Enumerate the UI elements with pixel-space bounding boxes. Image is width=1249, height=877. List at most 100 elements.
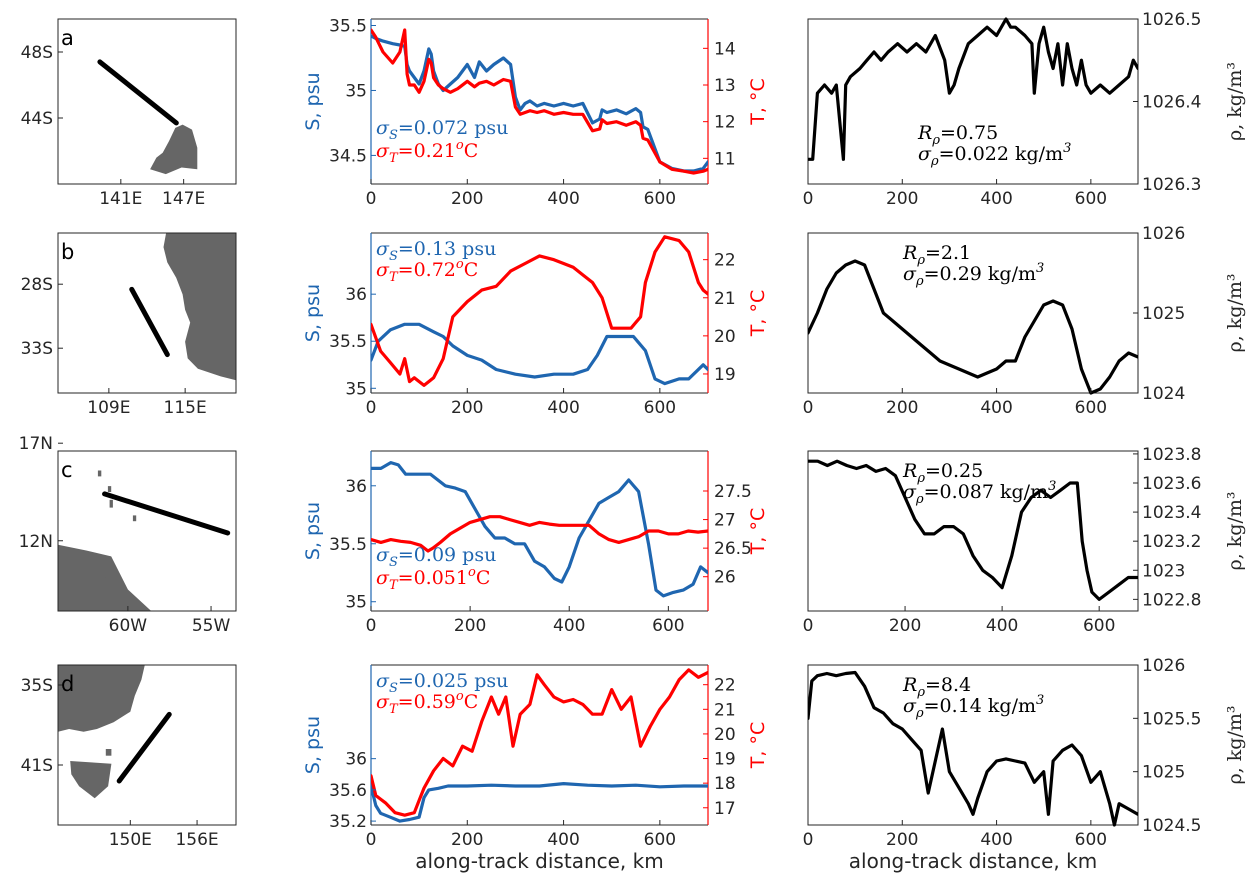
annotation-label: σρ=0.087 kg/m3 (903, 479, 1056, 507)
ship-track (129, 286, 170, 358)
y-axis-label-left: S, psu (302, 502, 324, 560)
x-tick-label: 0 (366, 398, 377, 418)
annotation-subscript: ρ (915, 492, 924, 507)
salinity-line (371, 461, 708, 598)
annotation-symbol: σ (376, 259, 390, 281)
y-tick-label: 17N (19, 434, 53, 454)
annotation-value: =0.09 psu (398, 544, 496, 566)
land-polygon (150, 124, 198, 175)
y-axis-label-right: T, °C (747, 290, 769, 337)
x-tick-label: 400 (980, 830, 1012, 850)
x-tick-label: 0 (803, 830, 814, 850)
x-tick-label: 200 (451, 189, 483, 209)
x-tick-label: 400 (553, 616, 585, 636)
y-tick-label-right: 1025 (1142, 763, 1185, 783)
land-polygon (70, 761, 112, 799)
y-axis-label-left: S, psu (302, 284, 324, 342)
x-tick-label: 115E (164, 398, 207, 418)
y-axis-label-right: ρ, kg/m³ (1224, 492, 1246, 571)
x-tick-label: 55W (192, 616, 231, 636)
density-line (808, 670, 1138, 827)
annotation-symbol: σ (376, 140, 390, 162)
y-tick-label: 41S (21, 756, 53, 776)
panel-letter: a (61, 26, 74, 50)
y-tick-label-left: 35 (345, 593, 367, 613)
land-polygon (58, 665, 145, 732)
annotation-label: σT=0.051oC (376, 565, 490, 593)
annotation-symbol: R (902, 242, 917, 264)
y-tick-label: 12N (19, 532, 53, 552)
annotation-subscript: T (389, 270, 399, 285)
x-tick-label: 400 (547, 189, 579, 209)
annotation-subscript: T (389, 702, 399, 717)
annotation-label: Rρ=8.4 (902, 674, 971, 700)
annotation-label: Rρ=0.25 (902, 460, 983, 486)
annotation-superscript: o (468, 565, 476, 580)
x-tick-label: 147E (162, 189, 205, 209)
plot-area (808, 670, 1138, 827)
annotation-subscript: T (389, 578, 399, 593)
land-polygon (104, 564, 113, 578)
annotation-value: =0.051 (398, 567, 468, 589)
map-content (97, 59, 198, 175)
density-panel-3: 0 200 400 600 1022.8 1023 1023.2 1023.4 1023.6 10… (803, 445, 1246, 636)
ship-track (102, 491, 231, 536)
annotation-value: =0.29 kg/m (924, 263, 1036, 285)
x-tick-label: 0 (366, 616, 377, 636)
density-panel-1: 0 200 400 600 1026.3 1026.4 1026.5 ρ, kg/m³ Rρ=0… (803, 10, 1246, 209)
annotation-value: =0.13 psu (398, 238, 496, 260)
annotation-value: =0.25 (925, 460, 983, 482)
x-tick-label: 400 (980, 398, 1012, 418)
annotation-subscript: ρ (931, 133, 940, 148)
st-panel-4: 0 200 400 600 35.2 35.6 36 17 18 19 20 21 22 S, psu T,… (302, 664, 769, 850)
y-tick-label-left: 35 (345, 81, 367, 101)
y-tick-label-right: 21 (714, 289, 736, 309)
x-tick-label: 141E (99, 189, 142, 209)
y-tick-label-right: 1023 (1142, 561, 1185, 581)
x-tick-label: 600 (1083, 616, 1115, 636)
panel-letter: c (61, 458, 73, 482)
axes-box (57, 664, 237, 826)
y-tick-label-left: 35.5 (329, 16, 367, 36)
salinity-line (371, 322, 708, 386)
annotation-label: σS=0.025 psu (376, 670, 508, 696)
annotation-subscript: S (389, 681, 398, 696)
x-tick-label: 109E (87, 398, 130, 418)
annotation-label: σS=0.13 psu (376, 238, 496, 264)
x-tick-label: 0 (803, 398, 814, 418)
x-tick-label: 600 (1075, 398, 1107, 418)
ship-track (116, 711, 172, 784)
y-tick-label-right: 20 (714, 725, 736, 745)
x-tick-label: 600 (644, 398, 676, 418)
y-tick-label-right: 1024.5 (1142, 816, 1201, 836)
y-axis-label-right: ρ, kg/m³ (1224, 706, 1246, 785)
y-tick-label-right: 20 (714, 327, 736, 347)
temperature-line (371, 515, 708, 553)
x-tick-label: 0 (366, 189, 377, 209)
y-tick-label-left: 36 (345, 477, 367, 497)
annotation-symbol: σ (376, 117, 390, 139)
x-tick-label: 0 (803, 616, 814, 636)
y-tick-label-right: 22 (714, 251, 736, 271)
land-polygon (109, 499, 113, 508)
x-tick-label: 600 (644, 189, 676, 209)
x-tick-label: 400 (980, 189, 1012, 209)
annotation-subscript: S (389, 555, 398, 570)
x-tick-label: 156E (175, 830, 218, 850)
annotation-superscript: o (456, 257, 464, 272)
annotation-label: Rρ=2.1 (902, 242, 971, 268)
x-tick-label: 200 (451, 830, 483, 850)
annotation-symbol: σ (376, 670, 390, 692)
y-tick-label-right: 1025 (1142, 304, 1185, 324)
y-axis-label-left: S, psu (302, 72, 324, 130)
map-panel-b: 109E 115E 28S 33S b (21, 232, 237, 418)
y-axis-label-right: T, °C (747, 78, 769, 125)
annotation-value: =0.14 kg/m (924, 695, 1036, 717)
axes-box (57, 450, 237, 612)
y-axis-label-right: T, °C (747, 722, 769, 769)
annotation-subscript: ρ (930, 154, 939, 169)
land-polygon (163, 233, 236, 381)
y-tick-label-right: 22 (714, 676, 736, 696)
axes-box (807, 450, 1139, 612)
